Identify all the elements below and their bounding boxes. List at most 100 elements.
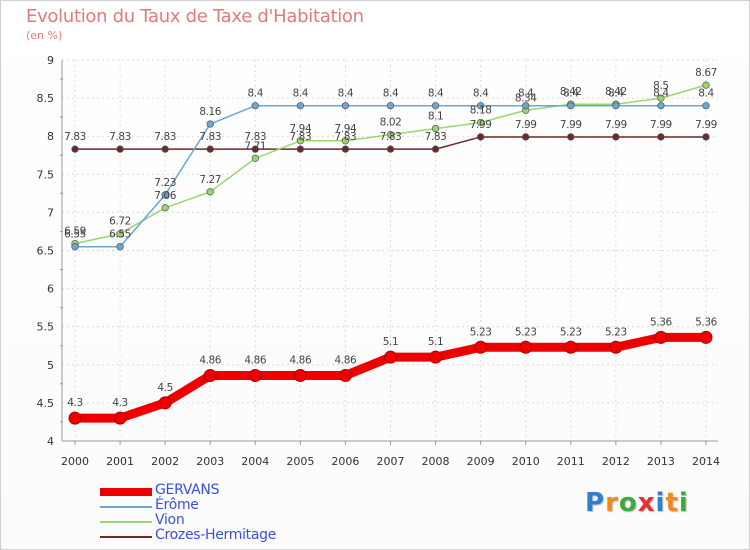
- chart-title: Evolution du Taux de Taxe d'Habitation: [26, 6, 364, 27]
- data-point-gervans: [474, 340, 488, 354]
- data-label-gervans: 5.23: [605, 326, 627, 338]
- data-point-vion: [386, 131, 395, 139]
- x-tick-label: 2011: [557, 455, 585, 468]
- proxiti-logo: Proxiti: [585, 488, 689, 518]
- data-label-crozes-hermitage: 7.83: [335, 131, 357, 143]
- data-label-gervans: 4.86: [199, 354, 221, 366]
- y-tick-label: 6: [47, 283, 54, 296]
- x-tick-label: 2013: [647, 455, 675, 468]
- data-label-crozes-hermitage: 7.99: [470, 119, 492, 131]
- data-label-gervans: 4.5: [157, 382, 173, 394]
- y-tick-label: 5: [47, 359, 54, 372]
- data-label-crozes-hermitage: 7.99: [560, 119, 582, 131]
- y-tick-label: 7: [47, 206, 54, 219]
- x-tick-label: 2010: [512, 455, 540, 468]
- x-tick-label: 2004: [241, 455, 269, 468]
- data-point-crozes-hermitage: [161, 145, 169, 153]
- x-tick-label: 2003: [196, 455, 224, 468]
- data-point-vion: [251, 154, 259, 162]
- x-tick-label: 2005: [286, 455, 314, 468]
- data-label-erome: 8.4: [293, 88, 309, 100]
- line-chart: 4 4.5 5 5.5 6 6.5 7 7.5 8 8.5 9 2000 2001 2002 2003 200…: [37, 54, 721, 468]
- data-label-vion: 8.1: [428, 111, 444, 123]
- data-label-vion: 7.27: [199, 174, 221, 186]
- data-label-crozes-hermitage: 7.83: [64, 131, 86, 143]
- x-tick-label: 2006: [331, 455, 359, 468]
- data-point-gervans: [384, 350, 397, 364]
- data-point-vion: [341, 137, 350, 145]
- legend-swatch-gervans: [100, 488, 152, 496]
- data-label-erome: 8.16: [199, 106, 221, 118]
- data-point-gervans: [113, 411, 127, 425]
- data-point-gervans: [338, 368, 352, 382]
- data-label-erome: 8.4: [338, 88, 354, 100]
- data-point-crozes-hermitage: [251, 145, 259, 153]
- data-point-vion: [657, 94, 665, 102]
- data-point-crozes-hermitage: [657, 133, 665, 141]
- data-point-crozes-hermitage: [71, 145, 79, 153]
- data-point-vion: [206, 188, 214, 196]
- data-label-gervans: 5.23: [560, 326, 582, 338]
- data-label-gervans: 5.36: [650, 316, 672, 328]
- legend-label-vion: Vion: [155, 512, 185, 528]
- data-label-crozes-hermitage: 7.99: [515, 119, 537, 131]
- data-label-erome: 8.4: [428, 88, 444, 100]
- data-point-gervans: [248, 368, 262, 382]
- data-label-erome: 8.4: [383, 88, 399, 100]
- y-tick-label: 8.5: [37, 92, 55, 105]
- data-label-crozes-hermitage: 7.83: [425, 131, 447, 143]
- y-tick-label: 7.5: [37, 168, 55, 181]
- data-label-crozes-hermitage: 7.99: [650, 119, 672, 131]
- data-label-erome: 6.55: [64, 229, 86, 241]
- data-point-vion: [116, 230, 124, 238]
- data-point-vion: [431, 124, 440, 133]
- y-tick-label: 4.5: [37, 397, 55, 410]
- data-point-gervans: [203, 368, 217, 382]
- data-label-erome: 8.4: [653, 88, 669, 100]
- logo-letter: r: [605, 488, 619, 518]
- data-label-vion: 8.5: [653, 80, 669, 92]
- data-point-erome: [657, 102, 665, 110]
- data-point-erome: [341, 102, 350, 110]
- data-label-crozes-hermitage: 7.83: [244, 131, 266, 143]
- data-point-vion: [476, 118, 485, 127]
- logo-letter: t: [665, 488, 679, 518]
- data-point-vion: [702, 81, 710, 89]
- data-point-erome: [116, 243, 124, 251]
- data-label-vion: 8.42: [605, 86, 627, 98]
- data-point-gervans: [293, 368, 307, 382]
- data-label-gervans: 5.36: [695, 316, 717, 328]
- data-point-erome: [476, 102, 485, 110]
- x-tick-label: 2000: [61, 455, 89, 468]
- logo-letter: o: [618, 488, 638, 518]
- data-label-erome: 8.4: [473, 88, 489, 100]
- data-label-gervans: 4.86: [289, 354, 311, 366]
- x-tick-label: 2007: [377, 455, 405, 468]
- data-label-vion: 6.72: [109, 216, 131, 228]
- legend-label-gervans: GERVANS: [155, 482, 220, 498]
- legend-swatch-erome: [100, 506, 152, 508]
- data-point-erome: [161, 191, 169, 199]
- y-tick-label: 6.5: [37, 245, 55, 258]
- data-point-erome: [431, 102, 440, 110]
- legend-swatch-vion: [100, 521, 152, 523]
- chart-subtitle: (en %): [26, 29, 63, 42]
- data-label-gervans: 5.23: [515, 326, 537, 338]
- data-label-erome: 8.4: [248, 88, 264, 100]
- data-label-crozes-hermitage: 7.83: [109, 131, 131, 143]
- data-point-erome: [567, 102, 575, 110]
- y-tick-label: 9: [47, 54, 54, 67]
- data-point-gervans: [699, 330, 713, 344]
- data-label-gervans: 5.23: [470, 326, 492, 338]
- data-label-vion: 7.71: [244, 140, 266, 152]
- data-label-vion: 7.06: [154, 190, 176, 202]
- grid-layer: [62, 59, 718, 442]
- data-label-erome: 7.23: [154, 177, 176, 189]
- data-point-vion: [161, 204, 169, 212]
- data-label-gervans: 5.1: [428, 336, 444, 348]
- data-label-crozes-hermitage: 7.99: [605, 119, 627, 131]
- x-tick-label: 2002: [151, 455, 179, 468]
- data-point-crozes-hermitage: [116, 145, 124, 153]
- x-tick-label: 2009: [467, 455, 495, 468]
